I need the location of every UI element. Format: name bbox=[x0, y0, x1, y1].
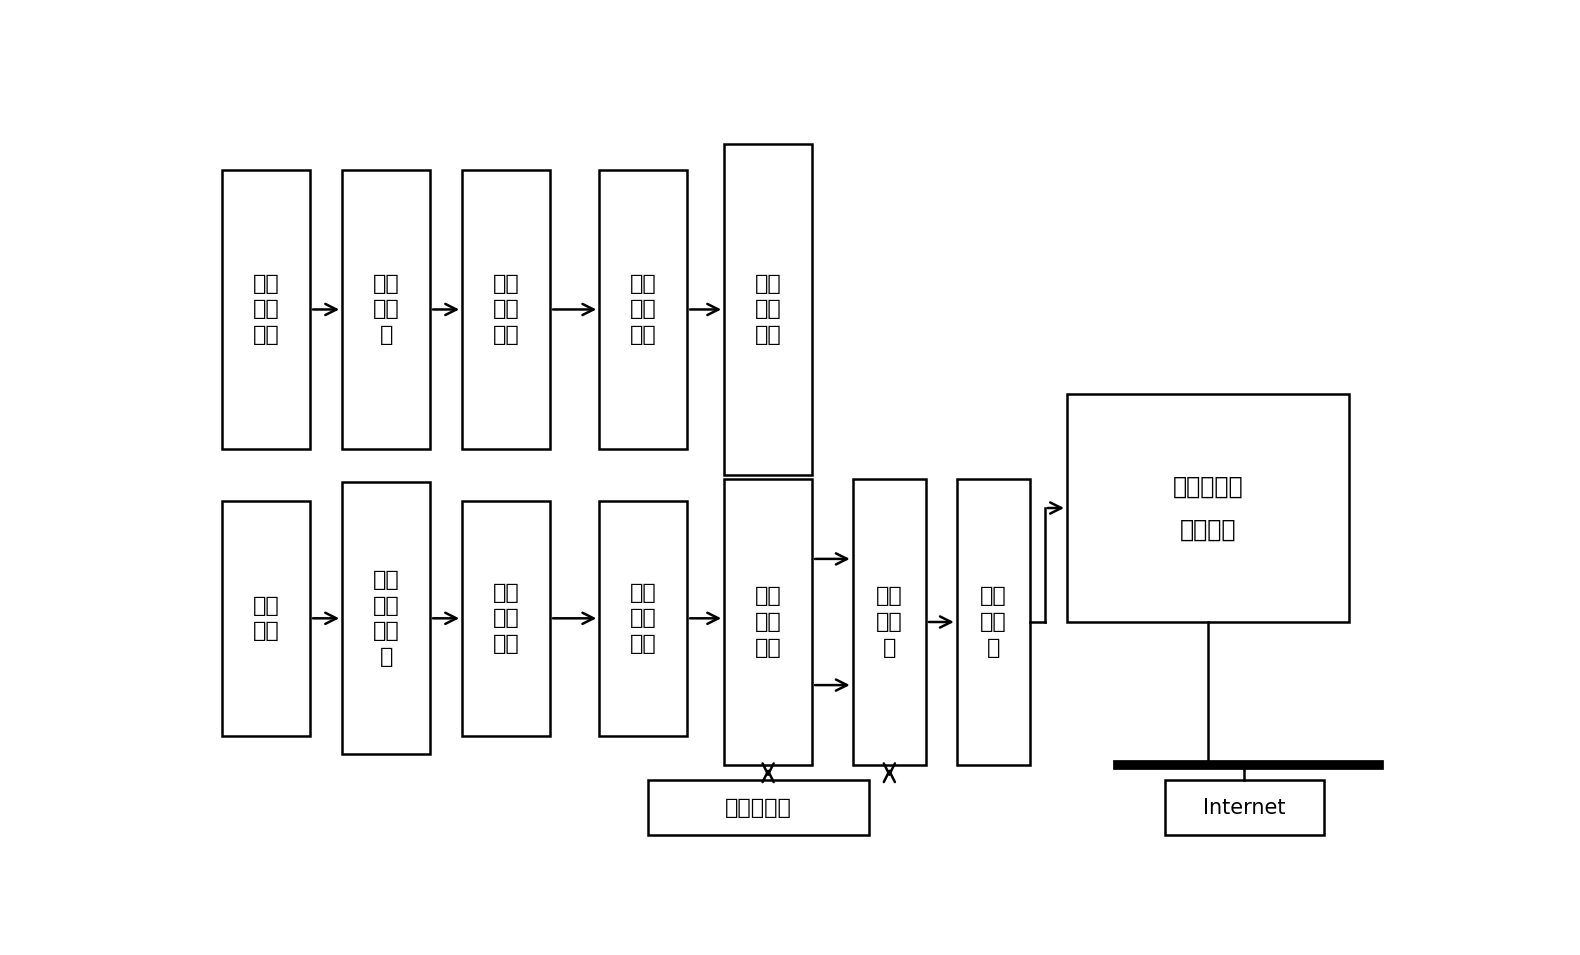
Text: Internet: Internet bbox=[1204, 797, 1286, 817]
Bar bbox=[221, 170, 310, 449]
Bar bbox=[341, 170, 430, 449]
Text: 信号
传输
电缆: 信号 传输 电缆 bbox=[630, 274, 657, 345]
Bar bbox=[461, 500, 550, 736]
Text: 高频
电流
传感
器: 高频 电流 传感 器 bbox=[373, 570, 400, 667]
Bar bbox=[599, 500, 687, 736]
Bar bbox=[724, 478, 812, 765]
Text: 工业
计算
机: 工业 计算 机 bbox=[980, 586, 1006, 658]
Text: 数据库服务
网络服务: 数据库服务 网络服务 bbox=[1172, 475, 1243, 541]
Text: 后端
信号
调理: 后端 信号 调理 bbox=[755, 586, 782, 658]
Text: 后端
信号
调理: 后端 信号 调理 bbox=[755, 274, 782, 345]
Bar bbox=[648, 780, 869, 836]
Text: 前端
信号
调理: 前端 信号 调理 bbox=[493, 583, 520, 654]
Bar bbox=[956, 478, 1030, 765]
Bar bbox=[1066, 394, 1349, 622]
Bar bbox=[341, 482, 430, 754]
Bar bbox=[724, 144, 812, 475]
Text: 参考
电压
信号: 参考 电压 信号 bbox=[253, 274, 280, 345]
Bar bbox=[599, 170, 687, 449]
Text: 放电
信号: 放电 信号 bbox=[253, 596, 280, 641]
Text: 前端
信号
调理: 前端 信号 调理 bbox=[493, 274, 520, 345]
Text: 数字控制卡: 数字控制卡 bbox=[725, 797, 792, 817]
Text: 数字
采集
卡: 数字 采集 卡 bbox=[875, 586, 902, 658]
Bar bbox=[221, 500, 310, 736]
Text: 电阻
分压
器: 电阻 分压 器 bbox=[373, 274, 400, 345]
Text: 信号
传输
电缆: 信号 传输 电缆 bbox=[630, 583, 657, 654]
Bar bbox=[1164, 780, 1324, 836]
Bar bbox=[461, 170, 550, 449]
Bar bbox=[853, 478, 926, 765]
